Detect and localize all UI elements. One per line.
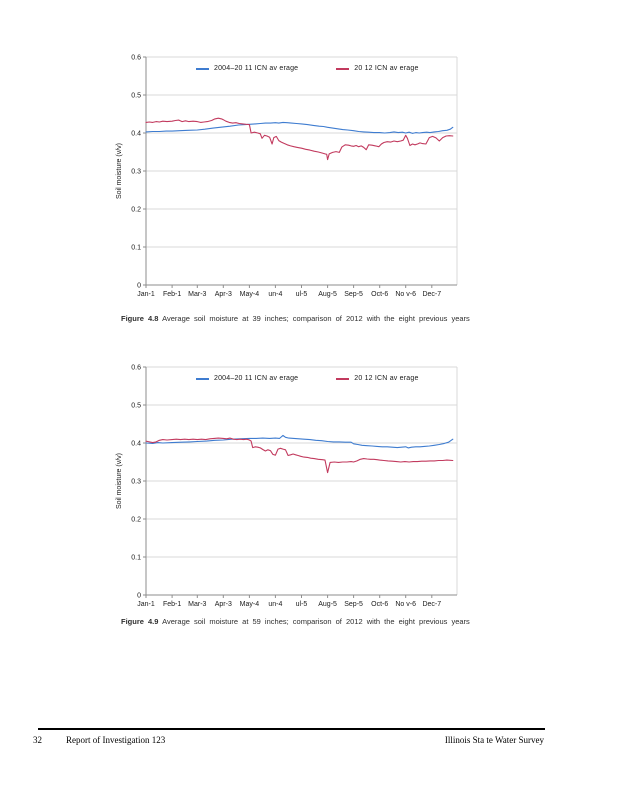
legend-label: 2004–20 11 ICN av erage bbox=[214, 65, 299, 72]
soil-moisture-chart-39in: 0 0.1 0.2 0.3 0.4 0.5 0.6 Jan-1 Feb-1 Mar-3 Apr-3 M… bbox=[116, 50, 472, 302]
x-tick-label: Oct-6 bbox=[371, 291, 388, 298]
legend-item-2012: 20 12 ICN av erage bbox=[336, 65, 418, 72]
chart-legend: 2004–20 11 ICN av erage 20 12 ICN av era… bbox=[196, 375, 419, 382]
y-tick-label: 0.4 bbox=[131, 131, 141, 138]
y-axis-title: Soil moisture (v/v) bbox=[116, 143, 123, 200]
x-tick-label: Jan-1 bbox=[137, 291, 155, 298]
x-tick-label: Dec-7 bbox=[422, 291, 441, 298]
footer-report-title: Report of Investigation 123 bbox=[66, 735, 166, 745]
legend-item-2004-2011: 2004–20 11 ICN av erage bbox=[196, 65, 298, 72]
chart-legend: 2004–20 11 ICN av erage 20 12 ICN av era… bbox=[196, 65, 419, 72]
series-line-0 bbox=[145, 121, 454, 134]
y-tick-label: 0 bbox=[137, 283, 141, 290]
x-tick-label: Dec-7 bbox=[422, 601, 441, 608]
x-tick-label: Mar-3 bbox=[188, 291, 206, 298]
y-tick-label: 0.3 bbox=[131, 479, 141, 486]
y-tick-label: 0 bbox=[137, 593, 141, 600]
y-tick-label: 0.1 bbox=[131, 555, 141, 562]
soil-moisture-chart-59in: 0 0.1 0.2 0.3 0.4 0.5 0.6 Jan-1 Feb-1 Mar-3 Apr-3 M… bbox=[116, 360, 472, 612]
legend-item-2012: 20 12 ICN av erage bbox=[336, 375, 418, 382]
figure-label: Figure 4.9 bbox=[121, 617, 159, 626]
y-tick-label: 0.2 bbox=[131, 207, 141, 214]
x-tick-label: Feb-1 bbox=[163, 601, 181, 608]
x-tick-label: Oct-6 bbox=[371, 601, 388, 608]
footer-org-name: Illinois Sta te Water Survey bbox=[444, 735, 544, 745]
figure-4-9-caption: Figure 4.9 Average soil moisture at 59 i… bbox=[121, 617, 473, 627]
y-tick-label: 0.6 bbox=[131, 55, 141, 62]
x-tick-label: Mar-3 bbox=[188, 601, 206, 608]
x-tick-label: un-4 bbox=[268, 601, 282, 608]
x-tick-label: Aug-5 bbox=[318, 291, 337, 298]
figure-caption-text: Average soil moisture at 39 inches; comp… bbox=[162, 314, 470, 323]
chart-plot-area: 0 0.1 0.2 0.3 0.4 0.5 0.6 Jan-1 Feb-1 Mar-3 Apr-3 M… bbox=[131, 55, 458, 298]
x-tick-label: un-4 bbox=[268, 291, 282, 298]
series-line-0 bbox=[145, 434, 454, 449]
y-tick-label: 0.4 bbox=[131, 441, 141, 448]
legend-label: 2004–20 11 ICN av erage bbox=[214, 375, 299, 382]
legend-line-swatch-blue bbox=[196, 67, 209, 70]
x-tick-label: No v-6 bbox=[395, 291, 416, 298]
figure-caption-text: Average soil moisture at 59 inches; comp… bbox=[162, 617, 470, 626]
x-tick-label: Aug-5 bbox=[318, 601, 337, 608]
legend-item-2004-2011: 2004–20 11 ICN av erage bbox=[196, 375, 298, 382]
x-tick-label: May-4 bbox=[240, 601, 260, 608]
page-number: 32 bbox=[33, 735, 42, 745]
legend-label: 20 12 ICN av erage bbox=[354, 375, 419, 382]
x-tick-label: Feb-1 bbox=[163, 291, 181, 298]
legend-label: 20 12 ICN av erage bbox=[354, 65, 419, 72]
y-tick-label: 0.1 bbox=[131, 245, 141, 252]
legend-line-swatch-blue bbox=[196, 377, 209, 380]
x-tick-label: Sep-5 bbox=[344, 291, 363, 298]
y-tick-label: 0.3 bbox=[131, 169, 141, 176]
legend-line-swatch-red bbox=[336, 67, 350, 70]
x-tick-label: Apr-3 bbox=[215, 601, 232, 608]
y-axis-title: Soil moisture (v/v) bbox=[116, 453, 123, 510]
y-tick-label: 0.2 bbox=[131, 517, 141, 524]
x-tick-label: ul-5 bbox=[296, 291, 308, 298]
x-tick-label: Jan-1 bbox=[137, 601, 155, 608]
figure-4-8-caption: Figure 4.8 Average soil moisture at 39 i… bbox=[121, 314, 473, 324]
x-tick-label: May-4 bbox=[240, 291, 260, 298]
y-tick-label: 0.6 bbox=[131, 365, 141, 372]
x-tick-label: Sep-5 bbox=[344, 601, 363, 608]
series-line-1 bbox=[145, 437, 454, 474]
series-line-1 bbox=[145, 117, 454, 161]
y-tick-label: 0.5 bbox=[131, 403, 141, 410]
x-tick-label: No v-6 bbox=[395, 601, 416, 608]
legend-line-swatch-red bbox=[336, 377, 350, 380]
x-tick-label: ul-5 bbox=[296, 601, 308, 608]
footer-divider bbox=[38, 728, 545, 730]
chart-plot-area: 0 0.1 0.2 0.3 0.4 0.5 0.6 Jan-1 Feb-1 Mar-3 Apr-3 M… bbox=[131, 365, 458, 608]
x-tick-label: Apr-3 bbox=[215, 291, 232, 298]
y-tick-label: 0.5 bbox=[131, 93, 141, 100]
figure-label: Figure 4.8 bbox=[121, 314, 159, 323]
